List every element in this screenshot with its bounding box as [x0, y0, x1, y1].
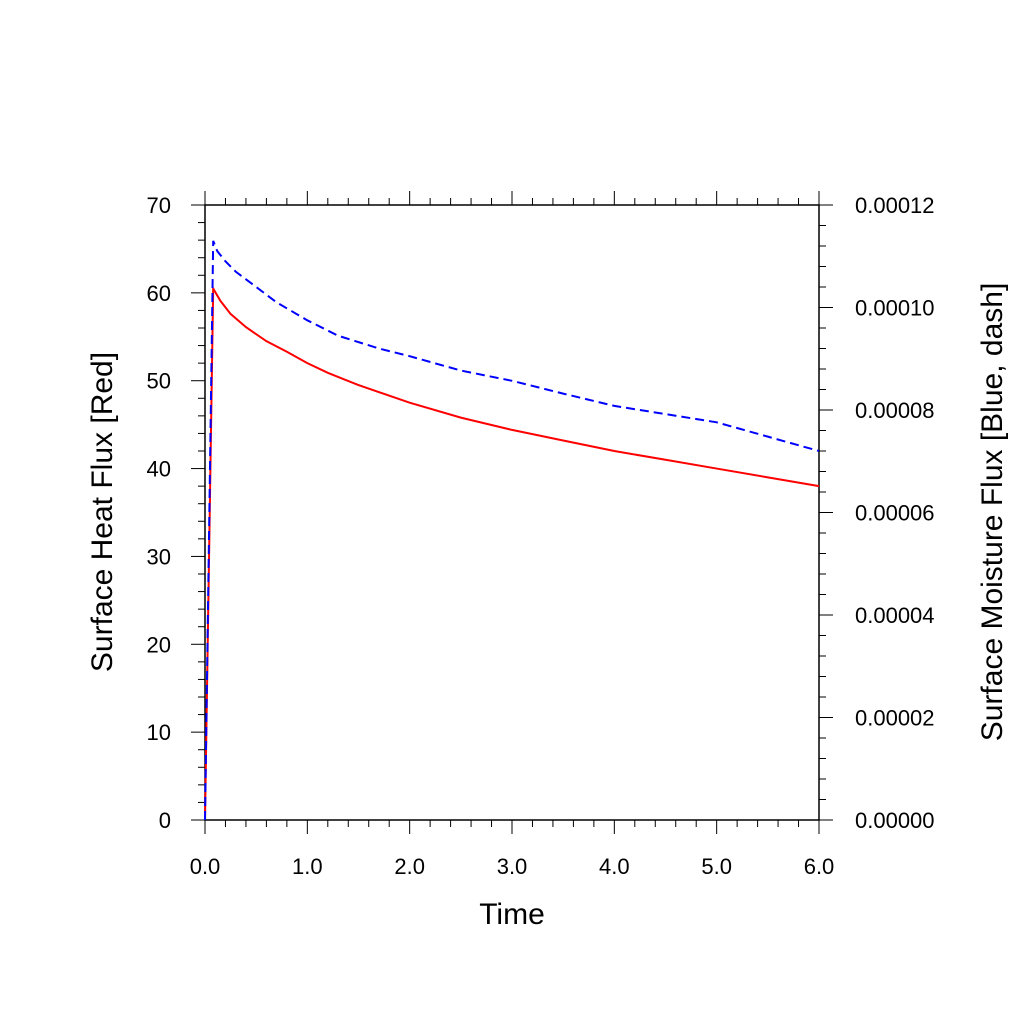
- plot-frame: [204, 204, 820, 821]
- y-left-tick-label: 0: [159, 808, 171, 833]
- x-tick-label: 2.0: [394, 854, 425, 879]
- y-left-tick-label: 70: [147, 193, 171, 218]
- y-right-tick-label: 0.00006: [855, 501, 935, 526]
- x-tick-label: 6.0: [804, 854, 835, 879]
- x-tick-label: 4.0: [599, 854, 630, 879]
- x-tick-label: 0.0: [190, 854, 221, 879]
- x-tick-label: 1.0: [292, 854, 323, 879]
- y-right-tick-label: 0.00012: [855, 193, 935, 218]
- y-left-tick-label: 30: [147, 544, 171, 569]
- y-right-tick-label: 0.00004: [855, 603, 935, 628]
- x-tick-label: 5.0: [701, 854, 732, 879]
- x-tick-label: 3.0: [497, 854, 528, 879]
- moisture-flux-line: [204, 240, 820, 821]
- tick-marks: [191, 191, 833, 834]
- y-axis-left-title: Surface Heat Flux [Red]: [86, 352, 119, 672]
- tick-labels: 0.0 1.0 2.0 3.0 4.0 5.0 6.0 0 10 20 30 40 50 60 70 0.00…: [147, 193, 935, 879]
- x-axis-title: Time: [479, 898, 545, 931]
- y-left-tick-label: 40: [147, 457, 171, 482]
- y-right-tick-label: 0.00008: [855, 398, 935, 423]
- y-left-tick-label: 50: [147, 369, 171, 394]
- y-right-tick-label: 0.00000: [855, 808, 935, 833]
- series-lines: [204, 240, 820, 821]
- heat-flux-line: [204, 284, 820, 821]
- y-left-tick-label: 20: [147, 632, 171, 657]
- y-left-tick-label: 60: [147, 281, 171, 306]
- y-right-tick-label: 0.00010: [855, 296, 935, 321]
- y-axis-right-title: Surface Moisture Flux [Blue, dash]: [976, 283, 1009, 742]
- y-right-tick-label: 0.00002: [855, 706, 935, 731]
- y-left-tick-label: 10: [147, 720, 171, 745]
